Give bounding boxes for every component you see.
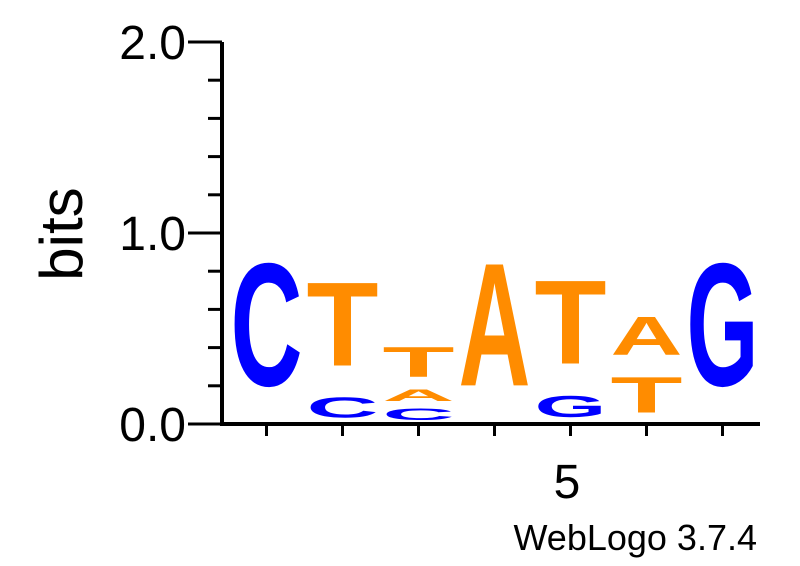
tick-layer: 0.0 1.0 2.0: [119, 17, 724, 452]
logo-letter-G-pos-7: G: [687, 226, 759, 422]
logo-letter-C-pos-1: C: [231, 228, 303, 424]
y-axis-title: bits: [28, 187, 95, 280]
y-tick-label: 1.0: [119, 208, 186, 261]
logo-letter-T-pos-6: T: [611, 367, 683, 424]
logo-letter-A-pos-3: A: [383, 386, 455, 405]
logo-letter-C-pos-2: C: [307, 392, 379, 424]
x-tick-label: 5: [554, 456, 581, 509]
logo-letter-A-pos-4: A: [459, 228, 531, 424]
logo-letter-T-pos-2: T: [307, 259, 379, 392]
logo-letter-T-pos-5: T: [535, 257, 607, 390]
logo-letter-T-pos-3: T: [383, 338, 455, 386]
y-tick-label: 0.0: [119, 399, 186, 452]
logo-letter-C-pos-3: C: [383, 405, 455, 424]
logo-letter-G-pos-5: G: [535, 390, 607, 424]
weblogo-version-footer: WebLogo 3.7.4: [513, 517, 757, 558]
y-tick-label: 2.0: [119, 17, 186, 70]
logo-letter-A-pos-6: A: [611, 306, 683, 367]
